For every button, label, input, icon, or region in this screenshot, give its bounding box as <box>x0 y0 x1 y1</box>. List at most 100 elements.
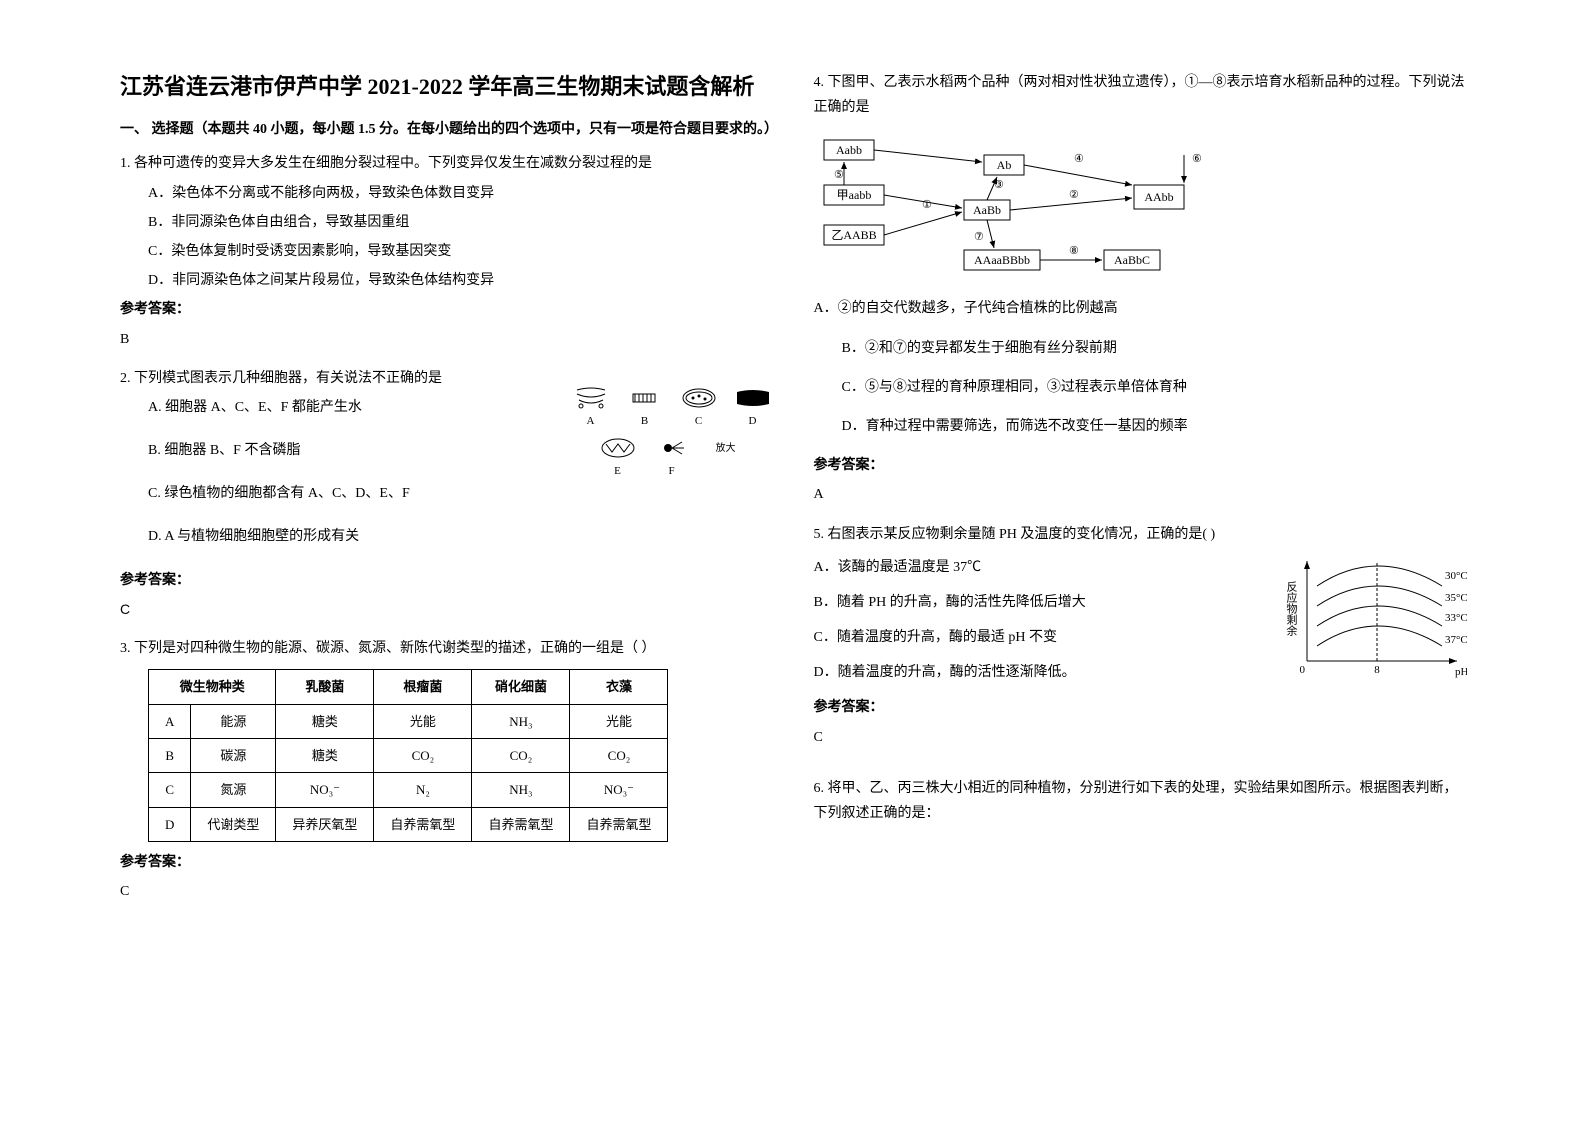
col-rhizobium: 根瘤菌 <box>374 670 472 704</box>
q1-option-a: A．染色体不分离或不能移向两极，导致染色体数目变异 <box>120 181 774 206</box>
table-row: C 氮源 NO₃⁻ N₂ NH₃ NO₃⁻ <box>149 773 668 807</box>
enlarge-label: 放大 <box>705 436 747 482</box>
q4-option-c: C．⑤与⑧过程的育种原理相同，③过程表示单倍体育种 <box>814 375 1468 400</box>
ylabel: 反应物剩余 <box>1285 580 1298 636</box>
cell: 碳源 <box>191 738 276 772</box>
curve-30: 30°C <box>1445 570 1467 582</box>
question-6: 6. 将甲、乙、丙三株大小相近的同种植物，分别进行如下表的处理，实验结果如图所示… <box>814 776 1468 826</box>
cell: CO₂ <box>570 738 668 772</box>
label-2: ② <box>1069 189 1079 201</box>
label-1: ① <box>922 199 932 211</box>
curve-33: 33°C <box>1445 612 1467 624</box>
q4-option-b: B．②和⑦的变异都发生于细胞有丝分裂前期 <box>814 336 1468 361</box>
q5-stem: 5. 右图表示某反应物剩余量随 PH 及温度的变化情况，正确的是( ) <box>814 522 1468 547</box>
table-row: B 碳源 糖类 CO₂ CO₂ CO₂ <box>149 738 668 772</box>
node-aabb: Aabb <box>836 143 862 157</box>
cell: C <box>149 773 191 807</box>
q5-answer-label: 参考答案： <box>814 695 1468 720</box>
q3-answer: C <box>120 879 774 904</box>
q1-option-c: C．染色体复制时受诱变因素影响，导致基因突变 <box>120 239 774 264</box>
q3-stem: 3. 下列是对四种微生物的能源、碳源、氮源、新陈代谢类型的描述，正确的一组是（ … <box>120 636 774 661</box>
cell: 糖类 <box>276 738 374 772</box>
col-chlamydomonas: 衣藻 <box>570 670 668 704</box>
enzyme-chart: 8 0 pH 30°C 35°C 33°C 37°C 反应物剩余 <box>1277 551 1467 690</box>
q1-option-b: B．非同源染色体自由组合，导致基因重组 <box>120 210 774 235</box>
node-AAbb: AAbb <box>1144 190 1173 204</box>
col-species: 微生物种类 <box>149 670 276 704</box>
q2-answer-label: 参考答案： <box>120 568 774 593</box>
q1-option-d: D．非同源染色体之间某片段易位，导致染色体结构变异 <box>120 268 774 293</box>
node-yi: 乙AABB <box>831 228 876 242</box>
q4-option-d: D．育种过程中需要筛选，而筛选不改变任一基因的频率 <box>814 414 1468 439</box>
organelle-c: C <box>678 386 720 432</box>
cell: 糖类 <box>276 704 374 738</box>
document-title: 江苏省连云港市伊芦中学 2021-2022 学年高三生物期末试题含解析 <box>120 70 774 103</box>
cell: NH₃ <box>472 773 570 807</box>
q4-option-a: A．②的自交代数越多，子代纯合植株的比例越高 <box>814 296 1468 321</box>
node-ab: Ab <box>996 158 1011 172</box>
question-5: 5. 右图表示某反应物剩余量随 PH 及温度的变化情况，正确的是( ) 8 0 … <box>814 522 1468 762</box>
label-4: ④ <box>1074 153 1084 165</box>
golgi-icon <box>571 386 611 410</box>
chloroplast-icon <box>679 386 719 410</box>
question-1: 1. 各种可遗传的变异大多发生在细胞分裂过程中。下列变异仅发生在减数分裂过程的是… <box>120 151 774 351</box>
curve-37: 37°C <box>1445 634 1467 646</box>
question-4: 4. 下图甲、乙表示水稻两个品种（两对相对性状独立遗传），①—⑧表示培育水稻新品… <box>814 70 1468 508</box>
ribosome-icon <box>652 436 692 460</box>
node-aabb2: AaBb <box>973 203 1001 217</box>
cell: 自养需氧型 <box>472 807 570 841</box>
q3-answer-label: 参考答案： <box>120 850 774 875</box>
cell: D <box>149 807 191 841</box>
xtick-8: 8 <box>1374 664 1380 676</box>
col-lactic: 乳酸菌 <box>276 670 374 704</box>
question-3: 3. 下列是对四种微生物的能源、碳源、氮源、新陈代谢类型的描述，正确的一组是（ … <box>120 636 774 905</box>
table-header-row: 微生物种类 乳酸菌 根瘤菌 硝化细菌 衣藻 <box>149 670 668 704</box>
label-7: ⑦ <box>974 231 984 243</box>
cell: CO₂ <box>374 738 472 772</box>
organelle-label-b: B <box>641 415 648 427</box>
node-jia: 甲aabb <box>836 188 871 202</box>
organelle-label-d: D <box>749 415 757 427</box>
organelle-b: B <box>624 386 666 432</box>
er-icon <box>733 386 773 410</box>
organelle-diagram: A B C D E <box>570 386 774 486</box>
label-5: ⑤ <box>834 169 844 181</box>
right-column: 4. 下图甲、乙表示水稻两个品种（两对相对性状独立遗传），①—⑧表示培育水稻新品… <box>794 70 1488 1082</box>
organelle-label-c: C <box>695 415 702 427</box>
q4-stem: 4. 下图甲、乙表示水稻两个品种（两对相对性状独立遗传），①—⑧表示培育水稻新品… <box>814 70 1468 120</box>
col-nitrifying: 硝化细菌 <box>472 670 570 704</box>
q1-answer: B <box>120 327 774 352</box>
organelle-label-f: F <box>668 465 674 477</box>
organelle-e: E <box>597 436 639 482</box>
label-6: ⑥ <box>1192 153 1202 165</box>
node-aabbc: AaBbC <box>1114 253 1150 267</box>
q1-answer-label: 参考答案： <box>120 297 774 322</box>
breeding-diagram: Aabb 甲aabb 乙AABB Ab AaBb AAaaBBbb AAbb A… <box>814 130 1468 280</box>
cell: NO₃⁻ <box>276 773 374 807</box>
cell: 代谢类型 <box>191 807 276 841</box>
organelle-a: A <box>570 386 612 432</box>
cell: 光能 <box>570 704 668 738</box>
curve-35: 35°C <box>1445 592 1467 604</box>
q4-answer: A <box>814 482 1468 507</box>
node-tetra: AAaaBBbb <box>974 253 1030 267</box>
cell: NO₃⁻ <box>570 773 668 807</box>
organelle-label-a: A <box>587 415 595 427</box>
centriole-icon <box>625 386 665 410</box>
organelle-f: F <box>651 436 693 482</box>
cell: A <box>149 704 191 738</box>
cell: 光能 <box>374 704 472 738</box>
cell: 异养厌氧型 <box>276 807 374 841</box>
table-row: A 能源 糖类 光能 NH₃ 光能 <box>149 704 668 738</box>
xlabel: pH <box>1455 666 1467 678</box>
organelle-d: D <box>732 386 774 432</box>
cell: 氮源 <box>191 773 276 807</box>
cell: 能源 <box>191 704 276 738</box>
left-column: 江苏省连云港市伊芦中学 2021-2022 学年高三生物期末试题含解析 一、 选… <box>100 70 794 1082</box>
q6-stem: 6. 将甲、乙、丙三株大小相近的同种植物，分别进行如下表的处理，实验结果如图所示… <box>814 776 1468 826</box>
q4-answer-label: 参考答案： <box>814 453 1468 478</box>
q5-answer: C <box>814 725 1468 750</box>
origin: 0 <box>1300 664 1306 676</box>
q1-stem: 1. 各种可遗传的变异大多发生在细胞分裂过程中。下列变异仅发生在减数分裂过程的是 <box>120 151 774 176</box>
microbe-table: 微生物种类 乳酸菌 根瘤菌 硝化细菌 衣藻 A 能源 糖类 光能 NH₃ 光能 … <box>148 669 668 842</box>
